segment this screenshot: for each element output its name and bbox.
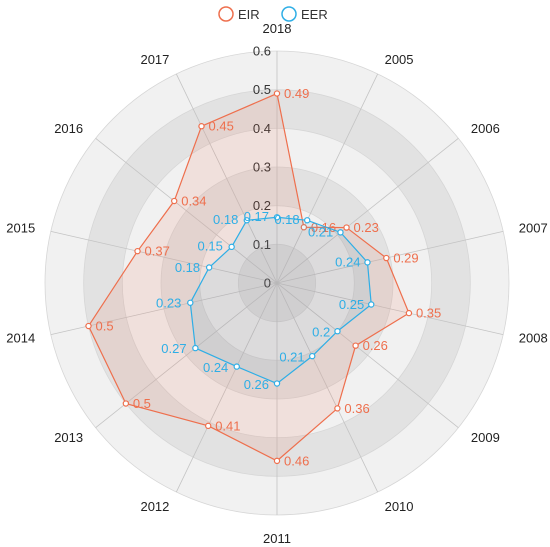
data-label-eer: 0.24: [203, 360, 228, 375]
data-point-eer[interactable]: [205, 264, 213, 271]
data-point-eir[interactable]: [300, 224, 308, 231]
radial-tick-label: 0.3: [253, 160, 271, 175]
category-label: 2006: [471, 121, 500, 136]
data-point-eer[interactable]: [187, 299, 194, 306]
data-label-eir: 0.35: [416, 306, 441, 321]
data-point-eir[interactable]: [198, 123, 205, 130]
data-label-eir: 0.41: [215, 418, 240, 433]
data-label-eir: 0.37: [145, 244, 170, 259]
radial-tick-label: 0: [264, 276, 271, 291]
category-label: 2005: [385, 52, 414, 67]
data-point-eer[interactable]: [273, 214, 281, 221]
data-point-eir[interactable]: [334, 405, 341, 412]
data-label-eir: 0.26: [363, 338, 388, 353]
data-point-eer[interactable]: [337, 229, 344, 236]
data-label-eir: 0.5: [96, 319, 114, 334]
data-point-eer[interactable]: [368, 301, 375, 308]
data-point-eir[interactable]: [273, 457, 281, 465]
data-label-eer: 0.27: [161, 341, 186, 356]
legend[interactable]: EIR EER: [218, 6, 328, 22]
data-label-eer: 0.25: [339, 297, 364, 312]
category-label: 2015: [6, 220, 35, 235]
data-point-eir[interactable]: [352, 342, 359, 349]
radial-tick-label: 0.5: [253, 82, 271, 97]
data-label-eir: 0.46: [284, 453, 309, 468]
category-label: 2007: [519, 220, 548, 235]
data-label-eer: 0.26: [244, 377, 269, 392]
data-label-eer: 0.18: [213, 212, 238, 227]
spoke-line: [276, 282, 504, 336]
series-layer: 0.490.16 0.230.290.350.260.360.460.410.50…: [85, 86, 441, 468]
radial-tick-labels: 0 0.1 0.2 0.3 0.4 0.5 0.6: [253, 44, 271, 291]
data-point-eir[interactable]: [134, 247, 141, 255]
category-labels: 2018 2005 2006 2007 2008 2009 2010 2011 2012 2013…: [6, 21, 547, 546]
spoke-line: [276, 230, 504, 284]
category-label: 2018: [263, 21, 292, 36]
spoke-line: [95, 138, 278, 284]
data-label-eer: 0.24: [335, 255, 360, 270]
data-label-eir: 0.49: [284, 86, 309, 101]
radial-tick-label: 0.2: [253, 198, 271, 213]
data-label-eer: 0.17: [244, 209, 269, 224]
data-label-eer: 0.23: [156, 296, 181, 311]
data-label-eir: 0.5: [133, 396, 151, 411]
data-point-eer[interactable]: [243, 217, 250, 224]
spoke-line: [276, 138, 459, 284]
data-point-eer[interactable]: [334, 328, 341, 335]
data-point-eer[interactable]: [228, 243, 235, 251]
category-label: 2012: [140, 499, 169, 514]
data-label-eer: 0.21: [308, 224, 333, 239]
legend-label-eir: EIR: [238, 7, 260, 22]
spoke-line: [50, 230, 278, 284]
data-label-eer: 0.18: [175, 260, 200, 275]
category-label: 2016: [54, 121, 83, 136]
data-label-eir: 0.29: [393, 251, 418, 266]
data-point-eir[interactable]: [171, 197, 178, 205]
data-label-eer: 0.2: [312, 324, 330, 339]
data-point-eer[interactable]: [309, 352, 316, 360]
data-label-eer: 0.15: [198, 239, 223, 254]
radial-tick-label: 0.4: [253, 121, 271, 136]
data-label-eir: 0.34: [181, 194, 206, 209]
data-point-eer[interactable]: [192, 344, 199, 352]
spoke-line: [175, 282, 278, 493]
legend-label-eer: EER: [301, 7, 328, 22]
data-point-eir[interactable]: [273, 90, 281, 97]
data-point-eer[interactable]: [304, 217, 311, 224]
data-point-eer[interactable]: [364, 259, 371, 266]
data-point-eir[interactable]: [85, 322, 92, 330]
category-label: 2011: [263, 531, 291, 546]
radial-tick-label: 0.6: [253, 44, 271, 59]
data-label-eer: 0.21: [279, 350, 304, 365]
category-label: 2008: [519, 331, 548, 346]
spoke-line: [276, 73, 379, 284]
data-point-eir[interactable]: [405, 309, 413, 317]
data-point-eer[interactable]: [273, 380, 281, 387]
legend-item-eer[interactable]: EER: [281, 6, 328, 22]
data-label-eir: 0.36: [344, 401, 369, 416]
data-point-eir[interactable]: [122, 400, 130, 407]
data-label-eir: 0.23: [354, 220, 379, 235]
spoke-line: [276, 282, 459, 428]
data-point-eir[interactable]: [383, 254, 390, 262]
data-label-eir: 0.45: [209, 119, 234, 134]
radial-tick-label: 0.1: [253, 237, 271, 252]
category-label: 2009: [471, 430, 500, 445]
data-point-eir[interactable]: [343, 224, 350, 231]
spoke-line: [175, 73, 278, 284]
spoke-line: [276, 282, 379, 493]
data-point-eir[interactable]: [205, 422, 212, 430]
legend-item-eir[interactable]: EIR: [218, 6, 260, 22]
data-point-eer[interactable]: [233, 363, 240, 370]
category-label: 2013: [54, 430, 83, 445]
legend-marker-eir: [218, 6, 234, 22]
data-label-eer: 0.18: [274, 212, 299, 227]
category-label: 2010: [385, 499, 414, 514]
legend-marker-eer: [281, 6, 297, 22]
category-label: 2017: [140, 52, 169, 67]
category-label: 2014: [6, 331, 35, 346]
